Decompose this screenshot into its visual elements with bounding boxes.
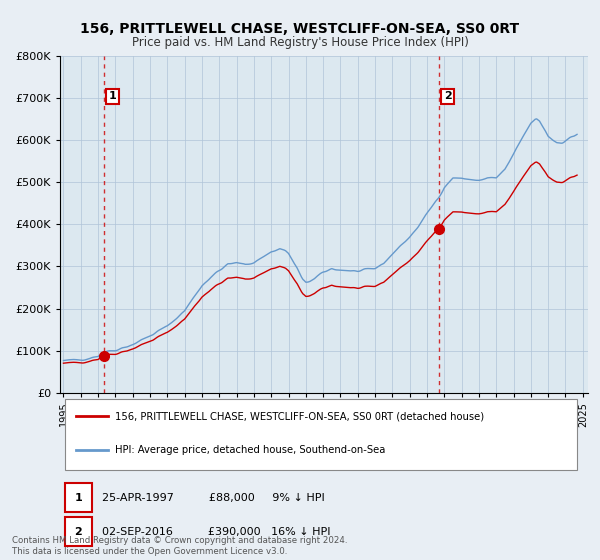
Text: 1: 1 xyxy=(109,91,116,101)
FancyBboxPatch shape xyxy=(65,483,92,512)
Text: 25-APR-1997          £88,000     9% ↓ HPI: 25-APR-1997 £88,000 9% ↓ HPI xyxy=(102,493,325,503)
Text: Price paid vs. HM Land Registry's House Price Index (HPI): Price paid vs. HM Land Registry's House … xyxy=(131,36,469,49)
Text: 156, PRITTLEWELL CHASE, WESTCLIFF-ON-SEA, SS0 0RT (detached house): 156, PRITTLEWELL CHASE, WESTCLIFF-ON-SEA… xyxy=(115,411,485,421)
FancyBboxPatch shape xyxy=(65,399,577,470)
Text: 2: 2 xyxy=(444,91,452,101)
Text: 02-SEP-2016          £390,000   16% ↓ HPI: 02-SEP-2016 £390,000 16% ↓ HPI xyxy=(102,527,331,537)
Text: 2: 2 xyxy=(74,527,82,537)
FancyBboxPatch shape xyxy=(65,517,92,547)
Text: HPI: Average price, detached house, Southend-on-Sea: HPI: Average price, detached house, Sout… xyxy=(115,445,386,455)
Text: 156, PRITTLEWELL CHASE, WESTCLIFF-ON-SEA, SS0 0RT: 156, PRITTLEWELL CHASE, WESTCLIFF-ON-SEA… xyxy=(80,22,520,36)
Text: 1: 1 xyxy=(74,493,82,503)
Text: Contains HM Land Registry data © Crown copyright and database right 2024.
This d: Contains HM Land Registry data © Crown c… xyxy=(12,536,347,556)
